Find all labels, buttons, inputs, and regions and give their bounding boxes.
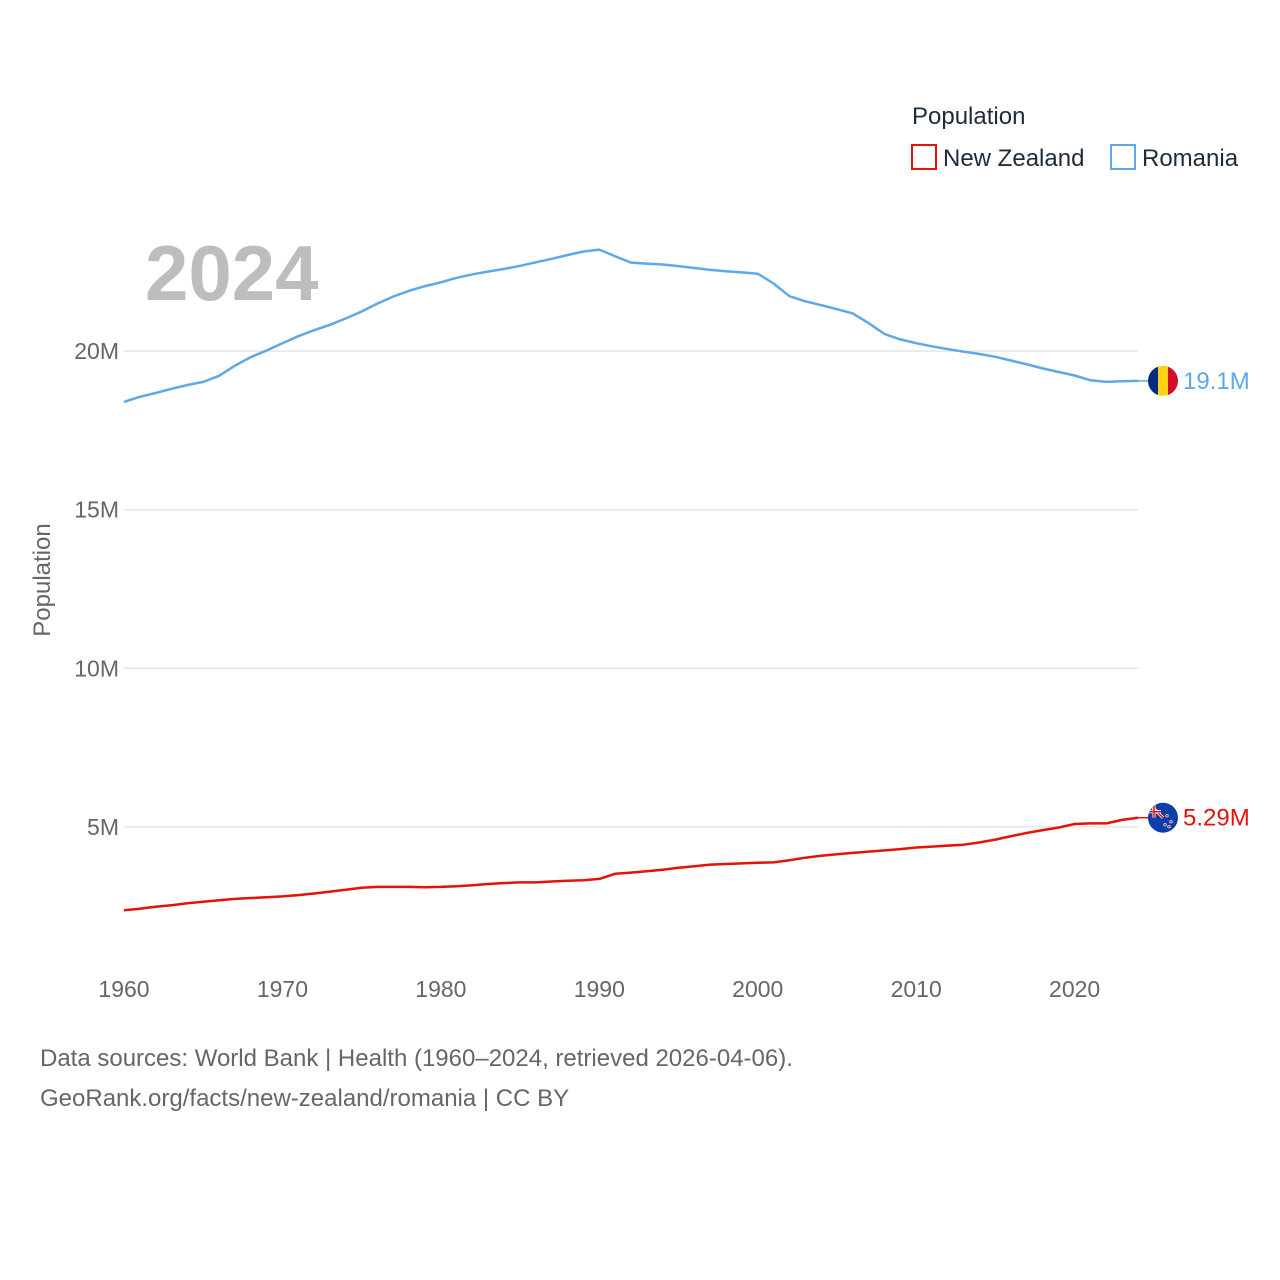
- series-line-romania[interactable]: [123, 248, 1139, 404]
- end-label-new-zealand: 5.29M: [1183, 805, 1250, 832]
- x-tick-label: 2010: [891, 976, 942, 1002]
- romania-flag-icon: [1148, 365, 1178, 396]
- new-zealand-flag-icon: [1148, 802, 1178, 833]
- x-tick-label: 1990: [574, 976, 625, 1002]
- y-tick-label: 5M: [87, 814, 119, 840]
- x-axis-ticks: 1960 1970 1980 1990 2000 2010 2020: [98, 976, 1100, 1002]
- footer-sources: Data sources: World Bank | Health (1960–…: [40, 1045, 793, 1072]
- y-axis-ticks: 5M 10M 15M 20M: [74, 338, 119, 840]
- legend[interactable]: Population New Zealand Romania: [911, 103, 1239, 172]
- end-label-romania: 19.1M: [1183, 368, 1250, 395]
- x-tick-label: 2020: [1049, 976, 1100, 1002]
- legend-swatch-romania[interactable]: [1110, 144, 1136, 170]
- legend-label-romania[interactable]: Romania: [1142, 145, 1239, 172]
- x-tick-label: 1980: [415, 976, 466, 1002]
- x-tick-label: 2000: [732, 976, 783, 1002]
- y-tick-label: 20M: [74, 338, 119, 364]
- x-tick-label: 1960: [98, 976, 149, 1002]
- legend-swatch-new-zealand[interactable]: [911, 144, 937, 170]
- legend-label-new-zealand[interactable]: New Zealand: [943, 145, 1084, 172]
- footer-link[interactable]: GeoRank.org/facts/new-zealand/romania | …: [40, 1085, 570, 1112]
- end-markers: 5.29M 19.1M: [1138, 365, 1250, 833]
- y-tick-label: 10M: [74, 655, 119, 681]
- legend-title: Population: [912, 103, 1025, 130]
- y-axis-title: Population: [29, 523, 56, 636]
- series-lines: [123, 248, 1139, 912]
- series-line-new-zealand[interactable]: [123, 816, 1139, 912]
- gridlines: [124, 350, 1138, 828]
- x-tick-label: 1970: [257, 976, 308, 1002]
- year-overlay: 2024: [145, 229, 319, 317]
- y-tick-label: 15M: [74, 497, 119, 523]
